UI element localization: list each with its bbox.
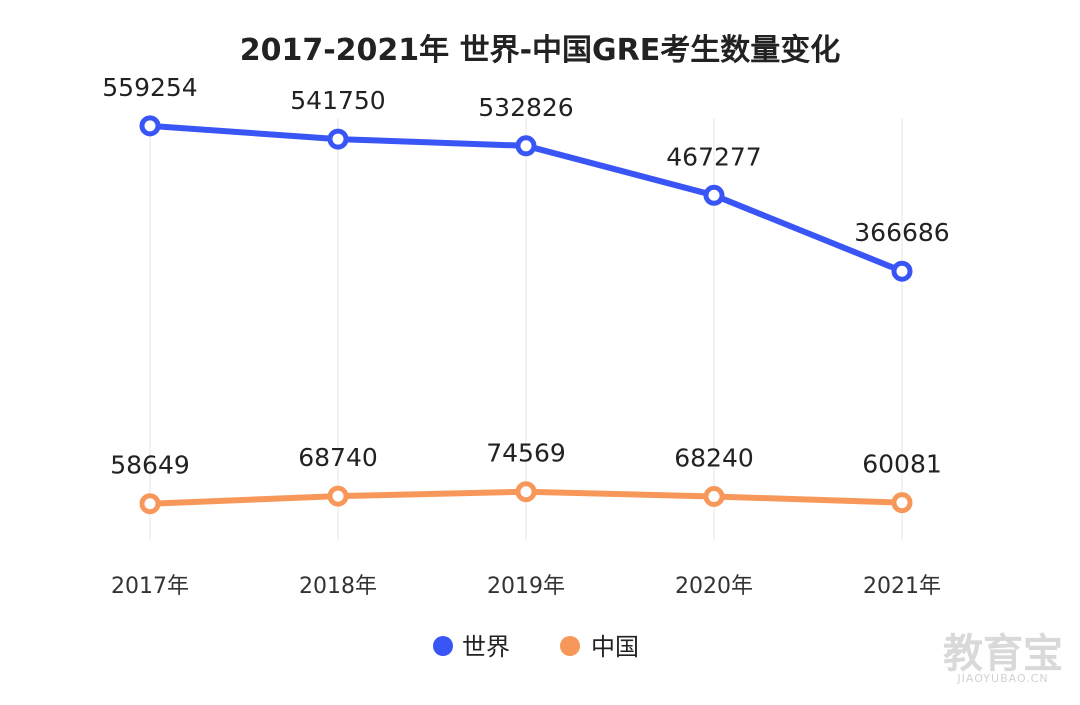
data-labels: 559254 541750 532826 467277 366686 58649 68740… [102, 73, 949, 480]
x-tick-label: 2017年 [111, 574, 189, 599]
data-label-china: 68740 [298, 443, 378, 472]
data-point-world [515, 135, 537, 157]
data-point-world [327, 128, 349, 150]
data-label-china: 74569 [486, 439, 566, 468]
data-points [139, 115, 913, 515]
legend-label-world: 世界 [462, 633, 510, 661]
data-label-china: 58649 [110, 451, 190, 480]
data-point-world [703, 184, 725, 206]
grid-lines [149, 118, 903, 540]
data-label-world: 559254 [102, 73, 197, 102]
x-tick-label: 2018年 [299, 574, 377, 599]
data-point-china [891, 492, 913, 514]
data-point-china [327, 485, 349, 507]
watermark: 教育宝 JIAOYUBAO.CN [943, 631, 1063, 685]
data-label-china: 60081 [862, 450, 942, 479]
x-tick-label: 2021年 [863, 574, 941, 599]
watermark-subtext: JIAOYUBAO.CN [956, 672, 1048, 685]
data-label-world: 366686 [854, 218, 949, 247]
data-label-world: 541750 [290, 86, 385, 115]
legend: 世界 中国 [433, 633, 639, 661]
x-tick-label: 2019年 [487, 574, 565, 599]
legend-marker-world [433, 636, 453, 656]
data-point-china [703, 485, 725, 507]
x-tick-label: 2020年 [675, 574, 753, 599]
x-axis-ticks: 2017年 2018年 2019年 2020年 2021年 [111, 574, 941, 599]
legend-marker-china [560, 636, 580, 656]
data-point-world [139, 115, 161, 137]
legend-label-china: 中国 [591, 633, 639, 661]
watermark-text: 教育宝 [943, 631, 1063, 677]
chart-title: 2017-2021年 世界-中国GRE考生数量变化 [240, 33, 841, 68]
data-label-world: 467277 [666, 142, 761, 171]
data-label-china: 68240 [674, 443, 754, 472]
data-point-china [515, 481, 537, 503]
data-label-world: 532826 [478, 93, 573, 122]
data-point-china [139, 493, 161, 515]
data-point-world [891, 260, 913, 282]
